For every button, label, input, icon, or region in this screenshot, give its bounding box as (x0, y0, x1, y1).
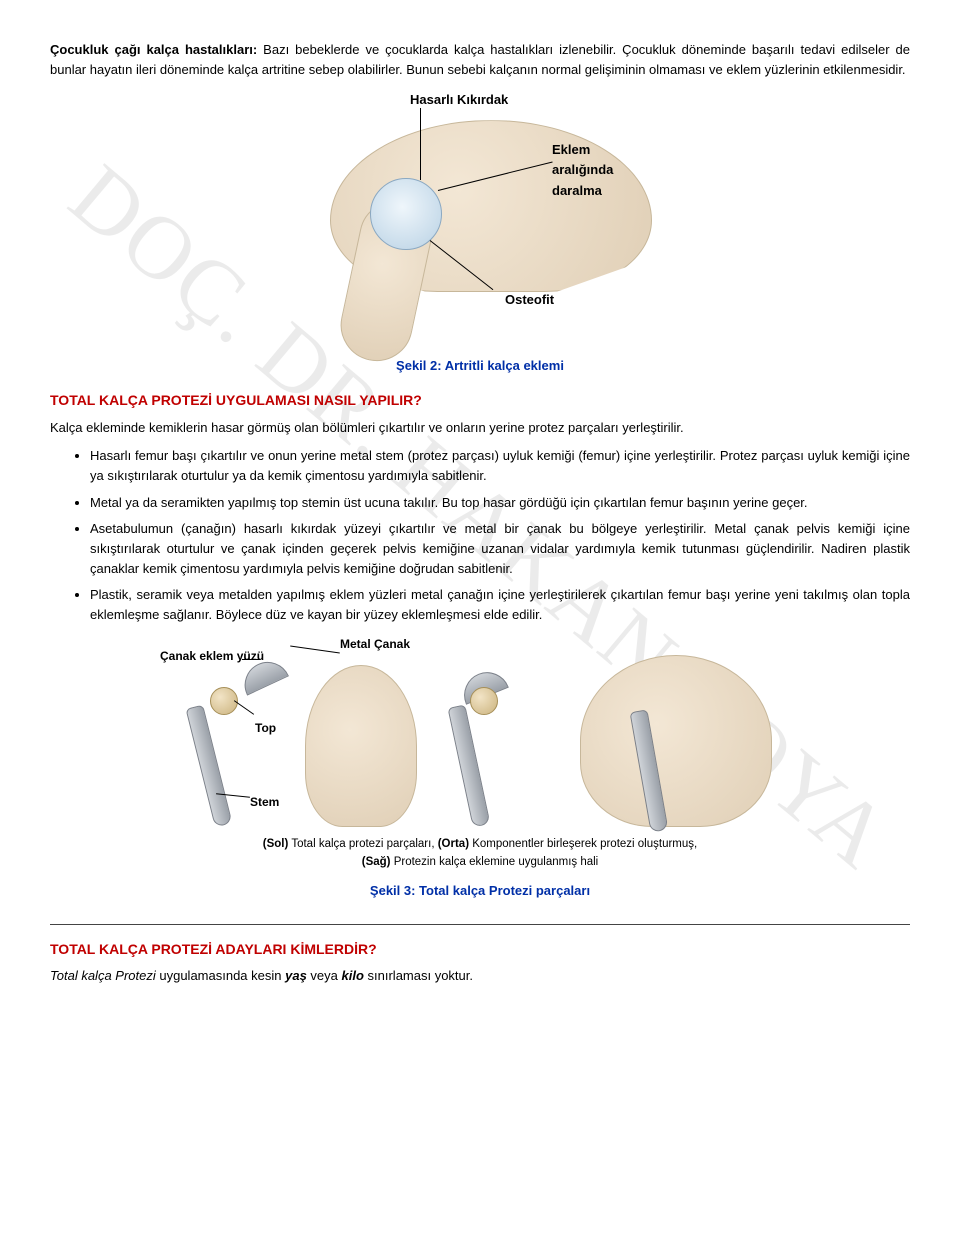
pelvis-shape-large (580, 655, 772, 827)
label-ball: Top (255, 719, 276, 738)
label-metal-cup: Metal Çanak (340, 635, 410, 654)
leader-line (290, 646, 340, 654)
label-osteophyte: Osteofit (505, 290, 554, 310)
stem-shape (186, 705, 233, 828)
figure-3: Çanak eklem yüzü Metal Çanak Top Stem (S… (50, 635, 910, 901)
section-2-span: uygulamasında kesin (156, 968, 285, 983)
divider (50, 924, 910, 925)
list-item: Hasarlı femur başı çıkartılır ve onun ye… (90, 446, 910, 486)
figure-2: Hasarlı Kıkırdak Eklem aralığında daralm… (50, 90, 910, 376)
subcap-text: Komponentler birleşerek protezi oluşturm… (469, 838, 697, 850)
figure-3-subcaption: (Sol) Total kalça protezi parçaları, (Or… (160, 836, 800, 872)
leader-line (242, 659, 260, 660)
subcap-text: Total kalça protezi parçaları, (288, 838, 437, 850)
label-cup-liner: Çanak eklem yüzü (160, 647, 264, 666)
subcap-text: Protezin kalça eklemine uygulanmış hali (391, 856, 599, 868)
section-2-span: sınırlaması yoktur. (364, 968, 473, 983)
subcap-bold: (Sol) (263, 838, 289, 850)
section-2-span: veya (307, 968, 342, 983)
label-stem: Stem (250, 793, 279, 812)
figure-3-image: Çanak eklem yüzü Metal Çanak Top Stem (S… (160, 635, 800, 875)
list-item: Metal ya da seramikten yapılmış top stem… (90, 493, 910, 513)
hip-joint-shape (370, 178, 442, 250)
section-1-bullets: Hasarlı femur başı çıkartılır ve onun ye… (50, 446, 910, 625)
figure-2-caption: Şekil 2: Artritli kalça eklemi (50, 356, 910, 376)
list-item: Plastik, seramik veya metalden yapılmış … (90, 585, 910, 625)
section-2-text: Total kalça Protezi uygulamasında kesin … (50, 966, 910, 986)
section-2-bold-a: yaş (285, 968, 307, 983)
stem-shape (448, 705, 491, 828)
list-item: Asetabulumun (çanağın) hasarlı kıkırdak … (90, 519, 910, 579)
label-cartilage: Hasarlı Kıkırdak (410, 90, 508, 110)
subcap-bold: (Orta) (438, 838, 469, 850)
section-1-title: TOTAL KALÇA PROTEZİ UYGULAMASI NASIL YAP… (50, 390, 910, 412)
section-2-bold-b: kilo (342, 968, 364, 983)
ball-shape (470, 687, 498, 715)
label-joint-space: Eklem aralığında daralma (552, 140, 642, 200)
intro-paragraph: Çocukluk çağı kalça hastalıkları: Bazı b… (50, 40, 910, 80)
pelvis-shape-small (305, 665, 417, 827)
section-1-lead: Kalça ekleminde kemiklerin hasar görmüş … (50, 418, 910, 438)
figure-2-image: Hasarlı Kıkırdak Eklem aralığında daralm… (270, 90, 690, 350)
leader-line (234, 701, 254, 716)
figure-3-caption: Şekil 3: Total kalça Protezi parçaları (50, 881, 910, 901)
subcap-bold: (Sağ) (362, 856, 391, 868)
section-2-italic-a: Total kalça Protezi (50, 968, 156, 983)
section-2-title: TOTAL KALÇA PROTEZİ ADAYLARI KİMLERDİR? (50, 939, 910, 961)
intro-lead: Çocukluk çağı kalça hastalıkları: (50, 42, 257, 57)
leader-line (420, 108, 421, 180)
